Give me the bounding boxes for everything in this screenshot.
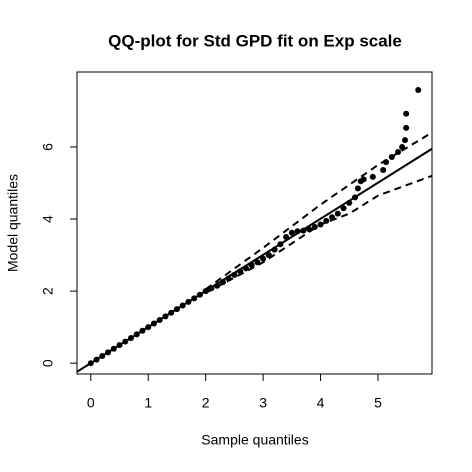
fit-line	[77, 147, 432, 373]
point	[260, 255, 267, 262]
point	[402, 137, 409, 144]
x-axis-label: Sample quantiles	[201, 432, 308, 448]
point	[360, 176, 367, 183]
band-line	[205, 131, 432, 291]
point	[334, 210, 341, 217]
y-tick-label: 0	[40, 359, 56, 367]
plot-frame	[76, 71, 433, 375]
point	[403, 124, 410, 131]
point	[340, 205, 347, 212]
y-tick-label: 6	[40, 143, 56, 151]
x-tick-label: 4	[317, 395, 325, 411]
band-line	[205, 174, 432, 294]
y-tick-label: 4	[40, 215, 56, 223]
y-axis-label: Model quantiles	[5, 174, 21, 272]
x-tick-label: 0	[87, 395, 95, 411]
point	[369, 173, 376, 180]
point	[288, 229, 295, 236]
point	[415, 87, 422, 94]
y-tick-label: 2	[40, 287, 56, 295]
x-tick-label: 5	[374, 395, 382, 411]
x-tick-label: 3	[259, 395, 267, 411]
point	[403, 110, 410, 117]
x-tick-label: 1	[144, 395, 152, 411]
point	[380, 167, 387, 174]
chart-title: QQ-plot for Std GPD fit on Exp scale	[108, 31, 402, 50]
x-tick-label: 2	[202, 395, 210, 411]
point	[354, 185, 361, 192]
